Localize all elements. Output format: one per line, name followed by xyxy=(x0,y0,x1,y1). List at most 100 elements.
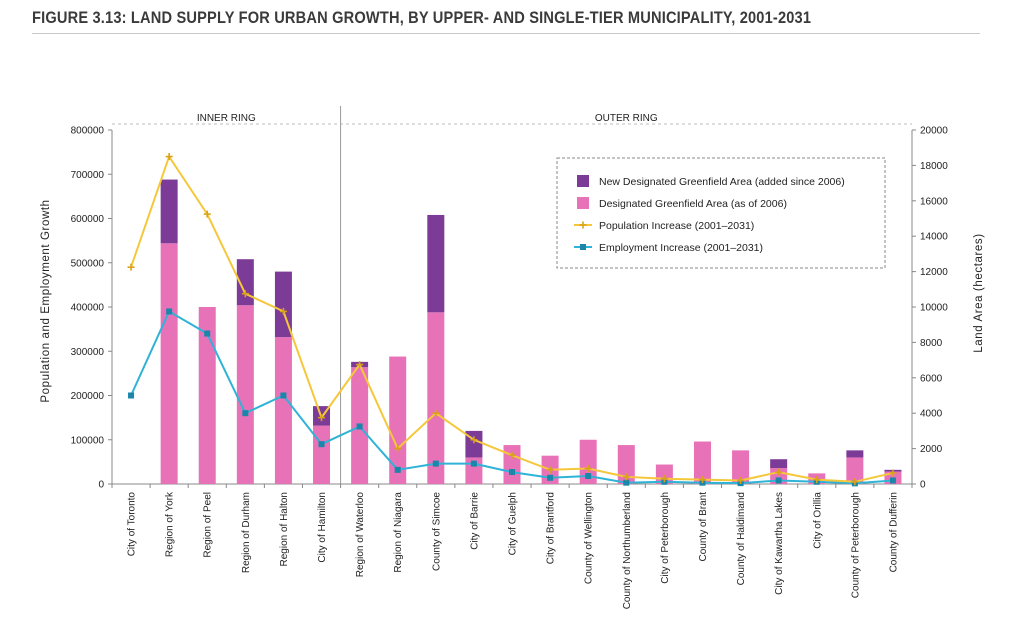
population-point xyxy=(165,153,173,161)
y-axis-title: Population and Employment Growth xyxy=(40,199,52,402)
bar-designated-greenfield xyxy=(427,312,445,484)
employment-point xyxy=(318,441,325,448)
figure-title: FIGURE 3.13: LAND SUPPLY FOR URBAN GROWT… xyxy=(32,8,812,27)
employment-point xyxy=(356,423,363,430)
legend-box xyxy=(556,157,886,269)
population-point xyxy=(241,290,249,298)
left-tick-label: 400000 xyxy=(71,303,105,314)
population-point xyxy=(813,476,821,484)
population-point xyxy=(660,475,668,483)
right-tick-label: 6000 xyxy=(920,373,943,384)
x-tick-label: City of Toronto xyxy=(127,492,138,557)
legend-label: Employment Increase (2001–2031) xyxy=(599,242,763,254)
employment-point xyxy=(585,473,592,480)
employment-point xyxy=(128,392,135,399)
employment-point xyxy=(775,477,782,484)
bar-designated-greenfield xyxy=(693,441,711,484)
right-tick-label: 4000 xyxy=(920,409,943,420)
employment-point xyxy=(280,392,287,399)
x-tick-label: County of Peterborough xyxy=(850,492,861,598)
x-tick-label: City of Guelph xyxy=(508,492,519,555)
population-point xyxy=(546,466,554,474)
x-tick-label: County of Brant xyxy=(698,492,709,562)
bar-new-greenfield xyxy=(427,214,445,313)
x-tick-label: County of Northumberland xyxy=(622,492,633,609)
population-point xyxy=(432,409,440,417)
population-point xyxy=(889,469,897,477)
employment-point xyxy=(394,466,401,473)
bar-new-greenfield xyxy=(846,450,864,458)
bar-designated-greenfield xyxy=(846,457,864,484)
left-tick-label: 0 xyxy=(98,480,104,491)
x-tick-label: Region of York xyxy=(165,491,176,557)
right-tick-label: 18000 xyxy=(920,161,948,172)
bar-designated-greenfield xyxy=(389,356,407,484)
population-point xyxy=(698,476,706,484)
right-tick-label: 2000 xyxy=(920,444,943,455)
population-point xyxy=(203,210,211,218)
bar-designated-greenfield xyxy=(313,425,331,484)
left-tick-label: 300000 xyxy=(71,347,105,358)
population-point xyxy=(584,465,592,473)
population-point xyxy=(737,476,745,484)
y2-axis-title: Land Area (hectares) xyxy=(973,233,985,352)
population-point xyxy=(127,263,135,271)
x-tick-label: Region of Niagara xyxy=(393,492,404,573)
legend-swatch xyxy=(577,197,589,209)
x-tick-label: City of Peterborough xyxy=(660,492,671,584)
bar-designated-greenfield xyxy=(503,445,521,484)
legend-label: Population Increase (2001–2031) xyxy=(599,220,754,232)
x-tick-label: City of Orillia xyxy=(812,492,823,549)
right-tick-label: 10000 xyxy=(920,303,948,314)
employment-point xyxy=(547,474,554,481)
x-tick-label: City of Barrie xyxy=(469,492,480,550)
bar-new-greenfield xyxy=(770,459,788,469)
left-tick-label: 100000 xyxy=(71,435,105,446)
left-tick-label: 800000 xyxy=(71,126,105,137)
employment-point xyxy=(204,330,211,337)
bar-new-greenfield xyxy=(160,179,178,244)
right-tick-label: 0 xyxy=(920,480,926,491)
population-point xyxy=(622,473,630,481)
population-point xyxy=(775,468,783,476)
title-divider xyxy=(32,33,980,34)
legend-label: New Designated Greenfield Area (added si… xyxy=(599,176,845,188)
bar-designated-greenfield xyxy=(198,307,216,484)
x-tick-label: County of Simcoe xyxy=(431,492,442,571)
population-point xyxy=(394,445,402,453)
right-tick-label: 14000 xyxy=(920,232,948,243)
employment-point xyxy=(166,308,173,315)
x-tick-label: County of Dufferin xyxy=(888,492,899,572)
left-tick-label: 500000 xyxy=(71,258,105,269)
x-tick-label: County of Haldimand xyxy=(736,492,747,585)
right-tick-label: 16000 xyxy=(920,196,948,207)
right-tick-label: 8000 xyxy=(920,338,943,349)
x-tick-label: Region of Durham xyxy=(241,492,252,573)
left-tick-label: 600000 xyxy=(71,214,105,225)
population-point xyxy=(279,307,287,315)
x-tick-label: City of Kawartha Lakes xyxy=(774,492,785,595)
left-tick-label: 700000 xyxy=(71,170,105,181)
right-tick-label: 12000 xyxy=(920,267,948,278)
bar-designated-greenfield xyxy=(732,450,750,484)
group-label: OUTER RING xyxy=(595,113,658,124)
employment-point xyxy=(470,460,477,467)
employment-point xyxy=(889,477,896,484)
legend-swatch xyxy=(577,175,589,187)
employment-point xyxy=(623,479,630,486)
population-point xyxy=(851,478,859,486)
population-point xyxy=(470,436,478,444)
bar-new-greenfield xyxy=(236,259,254,306)
employment-point xyxy=(242,410,249,417)
legend-label: Designated Greenfield Area (as of 2006) xyxy=(599,198,787,210)
bar-designated-greenfield xyxy=(274,337,292,484)
bar-designated-greenfield xyxy=(236,305,254,484)
left-tick-label: 200000 xyxy=(71,391,105,402)
x-tick-label: City of Brantford xyxy=(546,492,557,564)
employment-point xyxy=(432,460,439,467)
bar-designated-greenfield xyxy=(160,243,178,484)
population-point xyxy=(508,451,516,459)
x-tick-label: Region of Peel xyxy=(203,492,214,558)
population-point xyxy=(356,361,364,369)
